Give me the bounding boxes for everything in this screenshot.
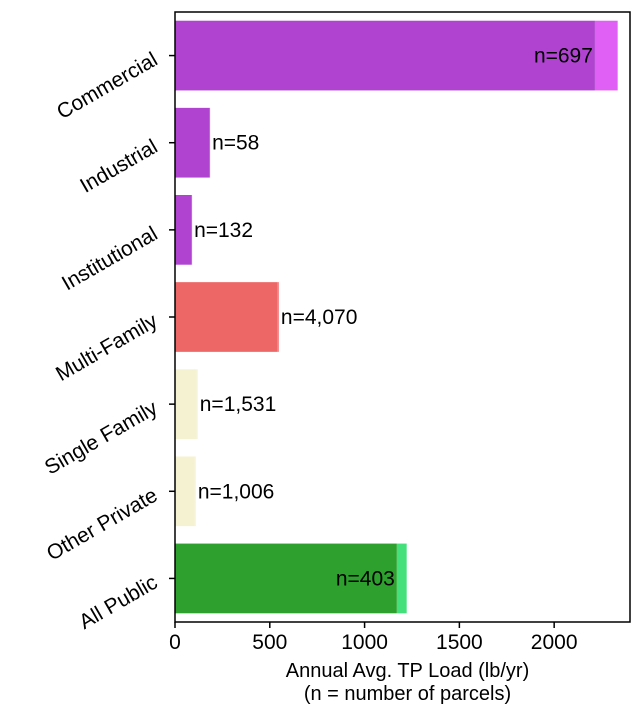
y-axis: Commercial Industrial Institutional Multi-F…	[41, 48, 175, 634]
bar-label-other-private: n=1,006	[198, 480, 275, 503]
x-axis-label-note: (n = number of parcels)	[304, 683, 511, 705]
bar-industrial	[175, 107, 210, 178]
bar-single-family	[175, 369, 197, 439]
y-tick-label-industrial: Industrial	[76, 135, 161, 198]
bar-label-industrial: n=58	[212, 132, 259, 155]
bar-label-all-public: n=403	[336, 567, 395, 590]
x-tick-label: 2000	[531, 631, 578, 654]
y-tick-label-other-private: Other Private	[43, 484, 162, 566]
bar-label-commercial: n=697	[534, 45, 593, 68]
x-axis-label: Annual Avg. TP Load (lb/yr)	[286, 660, 530, 682]
x-axis: 0 500 1000 1500 2000	[169, 622, 578, 654]
bar-upper-industrial	[209, 107, 211, 178]
y-tick-label-commercial: Commercial	[53, 48, 162, 124]
bar-upper-multi-family	[277, 282, 279, 352]
y-tick-label-multi-family: Multi-Family	[52, 309, 162, 386]
x-tick-label: 0	[169, 631, 181, 654]
bars-group	[175, 20, 618, 614]
y-tick-label-single-family: Single Family	[41, 396, 162, 479]
bar-upper-institutional	[191, 195, 193, 265]
x-tick-label: 1500	[436, 631, 483, 654]
bar-label-single-family: n=1,531	[200, 393, 277, 416]
x-tick-label: 500	[252, 631, 287, 654]
bar-other-private	[175, 456, 195, 527]
bar-multi-family	[175, 282, 278, 352]
y-tick-label-all-public: All Public	[75, 571, 161, 634]
bar-institutional	[175, 195, 192, 265]
bar-upper-all-public	[396, 543, 407, 614]
bar-all-public	[175, 543, 397, 614]
plot-frame	[174, 11, 631, 623]
bar-label-institutional: n=132	[194, 219, 253, 242]
bar-upper-single-family	[196, 369, 198, 439]
bar-upper-commercial	[594, 20, 618, 91]
y-tick-label-institutional: Institutional	[58, 222, 162, 295]
bar-upper-other-private	[194, 456, 196, 527]
x-tick-label: 1000	[341, 631, 388, 654]
bar-commercial	[175, 20, 595, 91]
bar-label-multi-family: n=4,070	[281, 306, 358, 329]
bar-labels-group: n=697 n=58 n=132 n=4,070 n=1,531 n=1,006 n=403	[194, 45, 593, 591]
